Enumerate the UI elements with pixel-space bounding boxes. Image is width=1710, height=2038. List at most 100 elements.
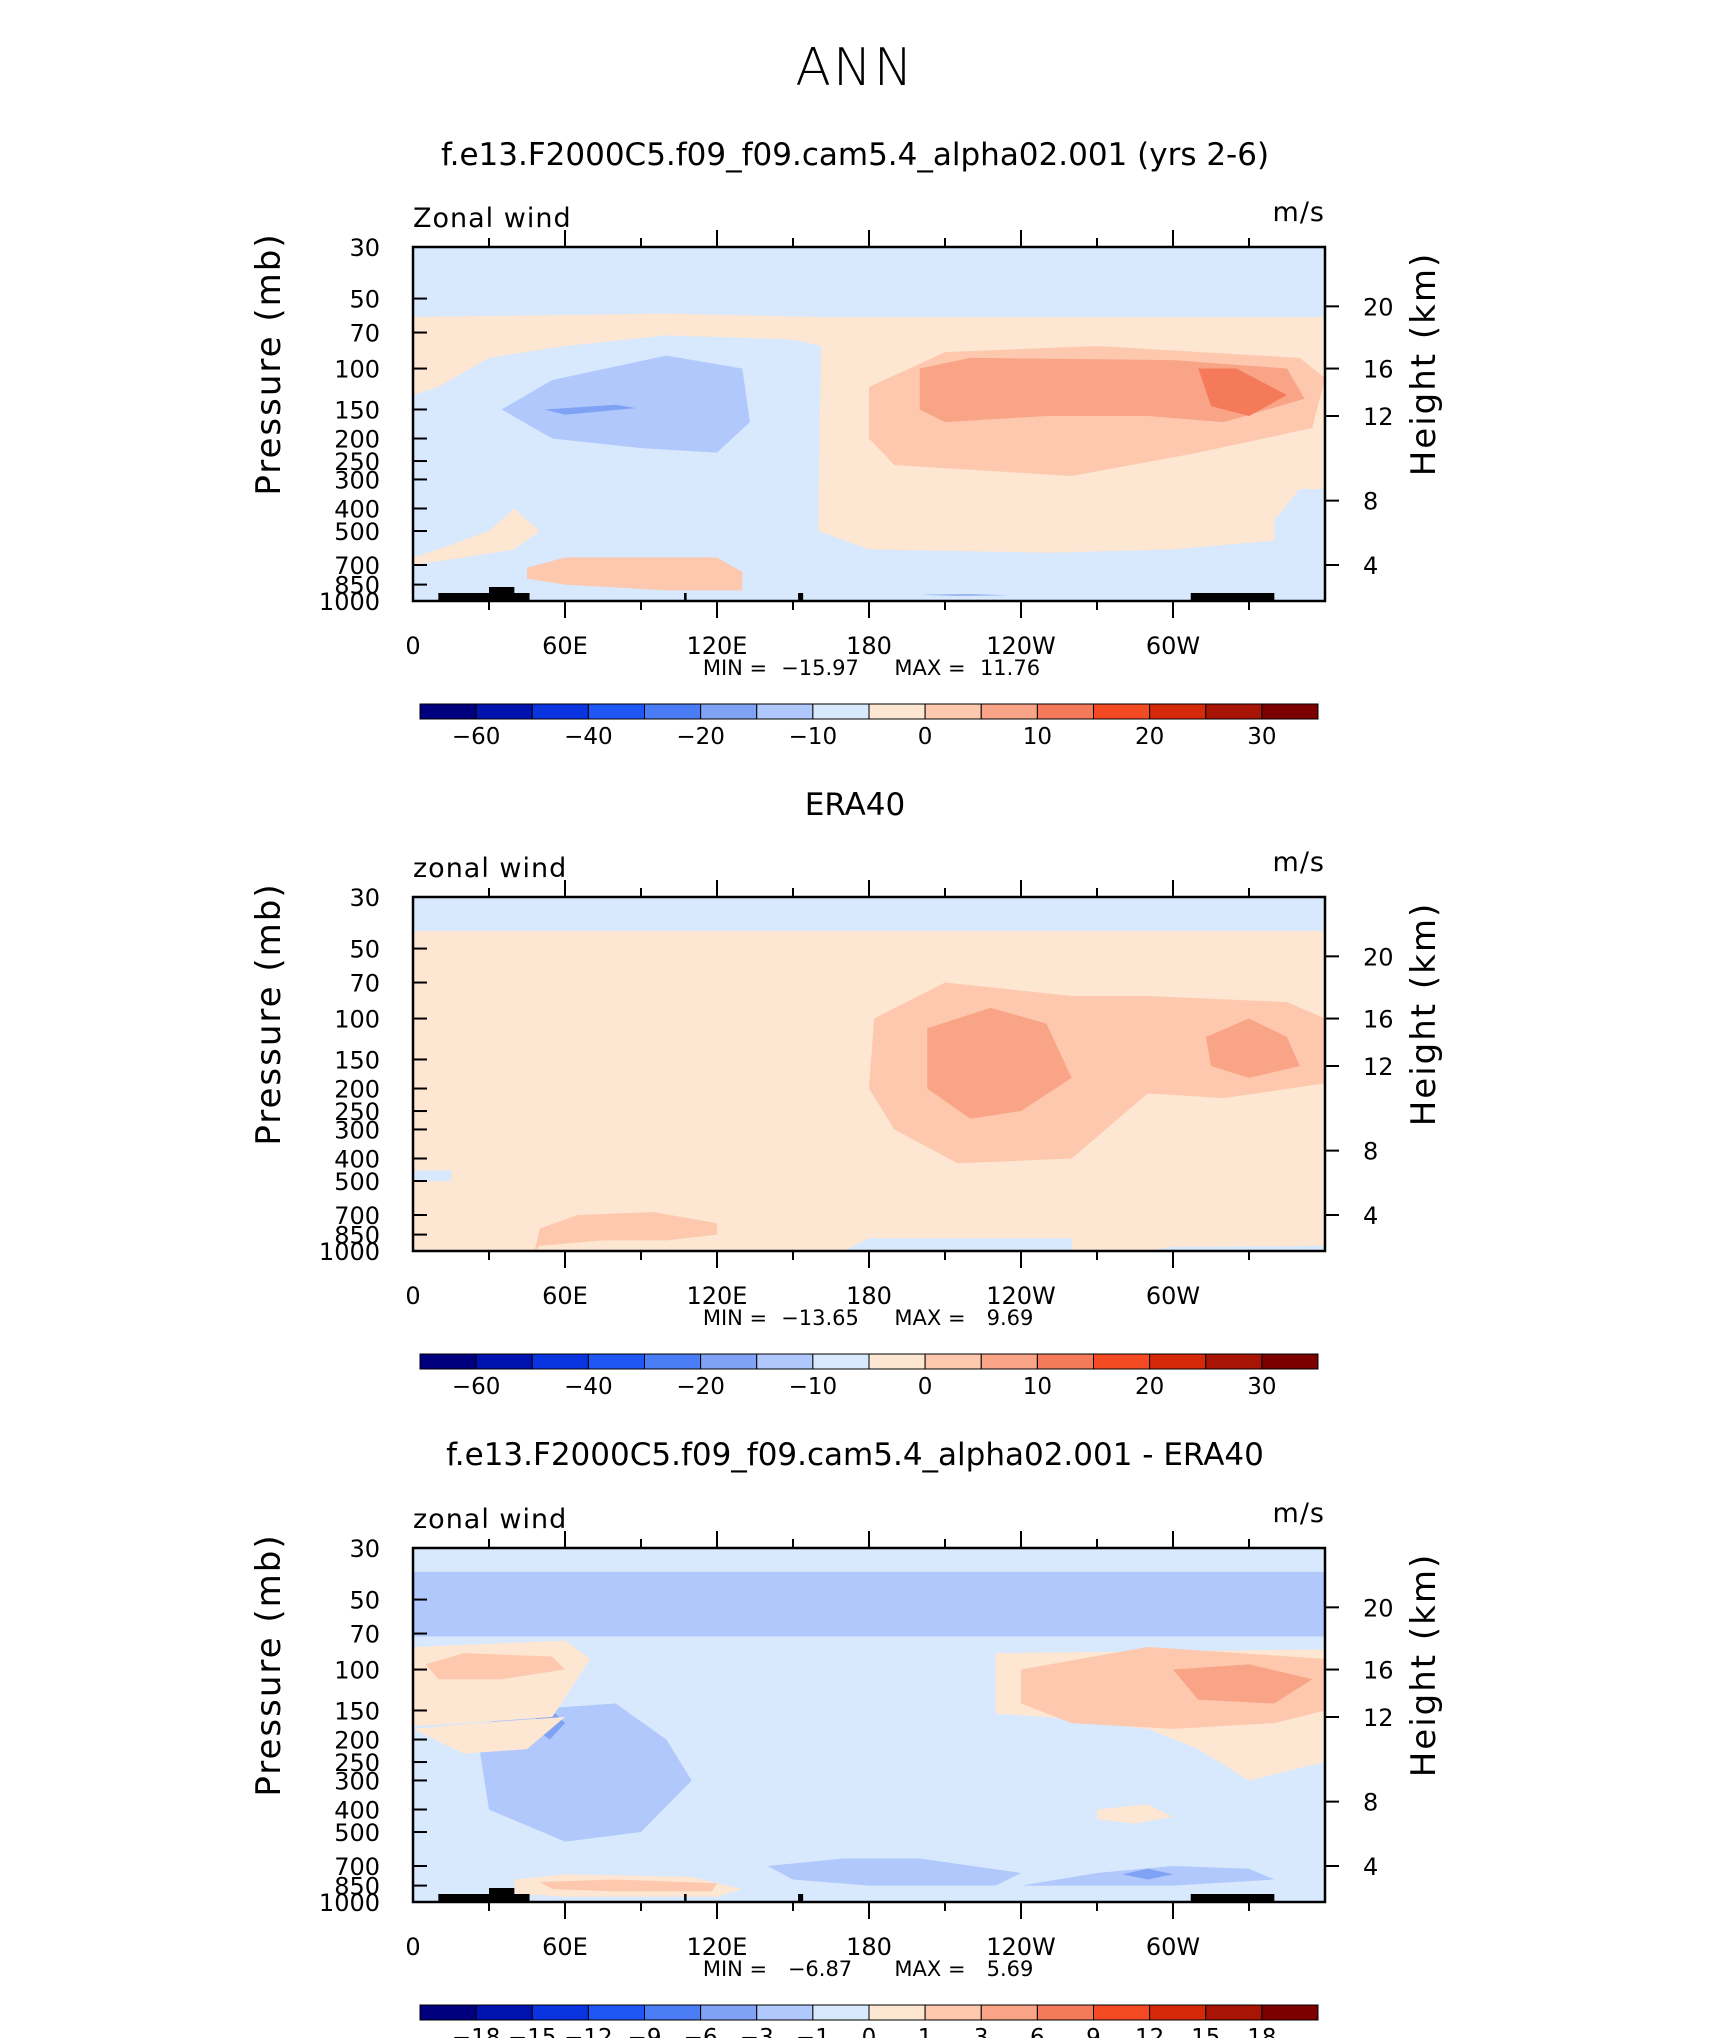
colorbar-tick-label: 20 [1135, 1374, 1164, 1400]
colorbar-tick-label: −6 [684, 2025, 718, 2038]
height-tick-label: 16 [1363, 356, 1394, 384]
topography-mask [684, 593, 687, 601]
max-value: 11.76 [980, 656, 1040, 680]
height-tick-label: 16 [1363, 1657, 1394, 1685]
colorbar-swatch [419, 2004, 477, 2021]
height-tick-label: 20 [1363, 293, 1394, 321]
colorbar-swatch [868, 1353, 926, 1370]
pressure-tick-label: 50 [349, 936, 380, 964]
height-tick-label: 4 [1363, 552, 1378, 580]
y-axis-label: Pressure (mb) [249, 882, 289, 1145]
pressure-tick-label: 250 [334, 1749, 380, 1777]
colorbar-swatch [980, 2004, 1038, 2021]
topography-mask [1190, 1894, 1275, 1902]
colorbar-swatch [700, 1353, 758, 1370]
pressure-tick-label: 250 [334, 448, 380, 476]
colorbar-tick-label: 0 [862, 2025, 877, 2038]
colorbar-tick-label: 1 [918, 2025, 933, 2038]
colorbar-tick-label: −20 [676, 724, 725, 750]
colorbar-swatch [1093, 2004, 1151, 2021]
colorbar-swatch [756, 703, 814, 720]
colorbar-tick-label: −20 [676, 1374, 725, 1400]
pressure-tick-label: 400 [334, 1796, 380, 1824]
colorbar-swatch [756, 2004, 814, 2021]
colorbar-swatch [1149, 703, 1207, 720]
topography-mask [798, 593, 804, 601]
colorbar-swatch [587, 703, 645, 720]
y-axis-label: Pressure (mb) [249, 232, 289, 495]
colorbar-tick-label: −40 [564, 724, 613, 750]
min-label: MIN = [703, 1306, 767, 1330]
colorbar-tick-label: −9 [628, 2025, 662, 2038]
pressure-tick-label: 1000 [319, 588, 380, 616]
pressure-tick-label: 700 [334, 1853, 380, 1881]
colorbar-tick-label: −18 [452, 2025, 501, 2038]
pressure-tick-label: 700 [334, 1202, 380, 1230]
pressure-tick-label: 150 [334, 1697, 380, 1725]
pressure-tick-label: 70 [349, 970, 380, 998]
lon-tick-label: 60E [542, 1933, 588, 1961]
contour-region [1198, 368, 1287, 416]
lon-tick-label: 120E [687, 1933, 748, 1961]
colorbar-swatch [475, 1353, 533, 1370]
height-tick-label: 12 [1363, 403, 1394, 431]
contour-region [767, 1858, 1021, 1886]
pressure-tick-label: 50 [349, 1587, 380, 1615]
contour-region [927, 1007, 1072, 1119]
pressure-tick-label: 500 [334, 518, 380, 546]
contour-layer [413, 1548, 1325, 1902]
colorbar-swatch [868, 2004, 926, 2021]
contour-region [544, 404, 636, 415]
lon-tick-label: 60W [1146, 1933, 1200, 1961]
variable-label: zonal wind [413, 853, 567, 884]
max-label: MAX = [894, 1957, 965, 1981]
contour-region [413, 1571, 1325, 1637]
contour-region [501, 355, 750, 453]
colorbar-tick-label: −60 [452, 1374, 501, 1400]
height-tick-label: 8 [1363, 1789, 1378, 1817]
colorbar-swatch [924, 703, 982, 720]
colorbar-swatch [531, 1353, 589, 1370]
panel-title: ERA40 [805, 787, 906, 823]
lon-tick-label: 120W [986, 632, 1056, 660]
lon-tick-label: 0 [405, 632, 420, 660]
height-tick-label: 4 [1363, 1853, 1378, 1881]
pressure-tick-label: 200 [334, 1727, 380, 1755]
colorbar-swatch [1036, 2004, 1094, 2021]
pressure-tick-label: 250 [334, 1098, 380, 1126]
colorbar-swatch [1261, 1353, 1319, 1370]
colorbar-swatch [419, 1353, 477, 1370]
contour-region [539, 1879, 717, 1892]
colorbar-swatch [1093, 703, 1151, 720]
contour-region [413, 508, 540, 565]
contour-region [1173, 1664, 1313, 1704]
lon-tick-label: 180 [846, 1933, 892, 1961]
colorbar-swatch [812, 2004, 870, 2021]
colorbar-swatch [644, 703, 702, 720]
colorbar-swatch [531, 2004, 589, 2021]
colorbar-swatch [587, 2004, 645, 2021]
colorbar-swatch [1036, 703, 1094, 720]
contour-layer [413, 247, 1325, 601]
pressure-tick-label: 50 [349, 286, 380, 314]
height-tick-label: 12 [1363, 1704, 1394, 1732]
colorbar-tick-label: −1 [796, 2025, 830, 2038]
variable-label: Zonal wind [413, 203, 572, 234]
contour-region [1097, 1804, 1173, 1824]
y-axis-label: Pressure (mb) [249, 1533, 289, 1796]
pressure-tick-label: 70 [349, 320, 380, 348]
contour-region [1205, 1018, 1300, 1078]
y-axis-label-right: Height (km) [1404, 1553, 1444, 1778]
height-tick-label: 8 [1363, 488, 1378, 516]
contour-region [1122, 1868, 1173, 1880]
colorbar-tick-label: −10 [789, 1374, 838, 1400]
pressure-tick-label: 150 [334, 1046, 380, 1074]
pressure-tick-label: 700 [334, 552, 380, 580]
colorbar-swatch [700, 703, 758, 720]
topography-mask [684, 1894, 687, 1902]
height-tick-label: 20 [1363, 1594, 1394, 1622]
colorbar-tick-label: −15 [508, 2025, 557, 2038]
height-tick-label: 8 [1363, 1138, 1378, 1166]
topography-mask [798, 1894, 804, 1902]
lon-tick-label: 60W [1146, 632, 1200, 660]
